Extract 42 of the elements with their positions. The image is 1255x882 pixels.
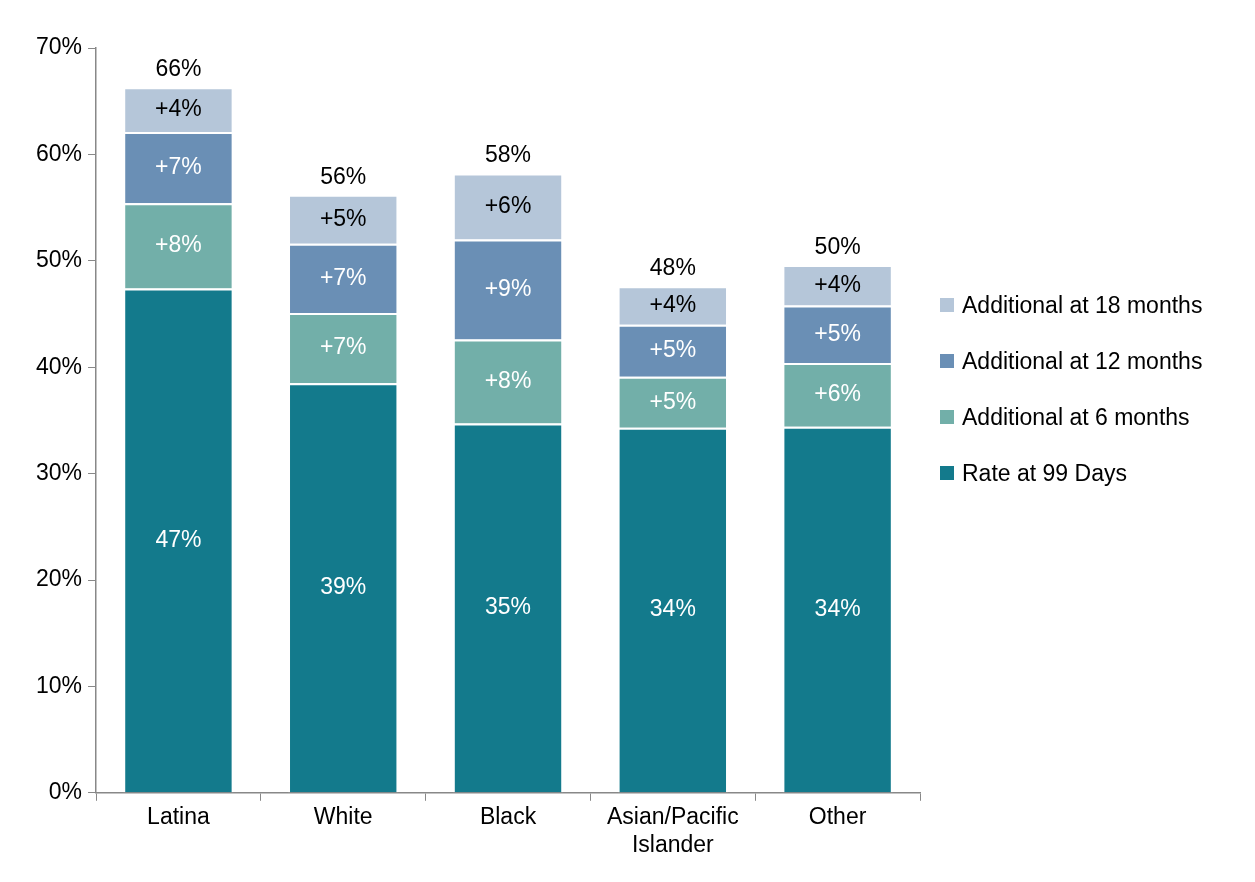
data-label: +8% [484, 366, 532, 393]
data-label: +9% [484, 274, 532, 301]
y-tick-label: 70% [35, 33, 83, 60]
legend-label: Additional at 18 months [962, 291, 1203, 320]
data-label: 34% [649, 595, 696, 622]
data-label: +4% [155, 95, 202, 122]
legend-label: Rate at 99 Days [962, 459, 1127, 488]
data-label: +5% [814, 319, 861, 346]
total-label: 50% [814, 232, 861, 259]
data-label: +7% [319, 263, 367, 290]
data-label: 35% [484, 593, 532, 620]
x-tick-label: Black [479, 802, 537, 829]
y-tick-label: 0% [48, 778, 83, 805]
data-label: +5% [649, 387, 697, 414]
data-label: +4% [814, 270, 861, 297]
y-tick-label: 30% [35, 458, 83, 485]
x-tick-label: White [313, 802, 373, 829]
x-tick-label: Asian/Pacific Islander [606, 802, 739, 857]
total-label: 58% [484, 141, 532, 168]
data-label: 34% [814, 594, 861, 621]
data-label: +4% [649, 290, 697, 317]
y-tick-label: 40% [35, 352, 83, 379]
x-tick-label: Latina [147, 802, 210, 829]
data-label: +6% [484, 191, 532, 218]
data-label: +5% [319, 204, 367, 231]
legend-label: Additional at 6 months [962, 403, 1190, 432]
data-label: +5% [649, 336, 697, 363]
total-label: 66% [155, 55, 202, 82]
y-tick-label: 50% [35, 246, 83, 273]
total-label: 56% [320, 162, 367, 189]
y-tick-label: 10% [35, 671, 83, 698]
y-tick-label: 60% [35, 139, 83, 166]
data-label: +7% [155, 153, 202, 180]
data-label: +6% [814, 380, 861, 407]
legend-label: Additional at 12 months [962, 347, 1203, 376]
data-label: 39% [320, 573, 367, 600]
data-label: 47% [155, 525, 202, 552]
data-label: +8% [155, 231, 202, 258]
x-tick-label: Other [808, 802, 867, 829]
total-label: 48% [649, 254, 696, 281]
data-label: +7% [319, 333, 367, 360]
y-tick-label: 20% [35, 565, 83, 592]
